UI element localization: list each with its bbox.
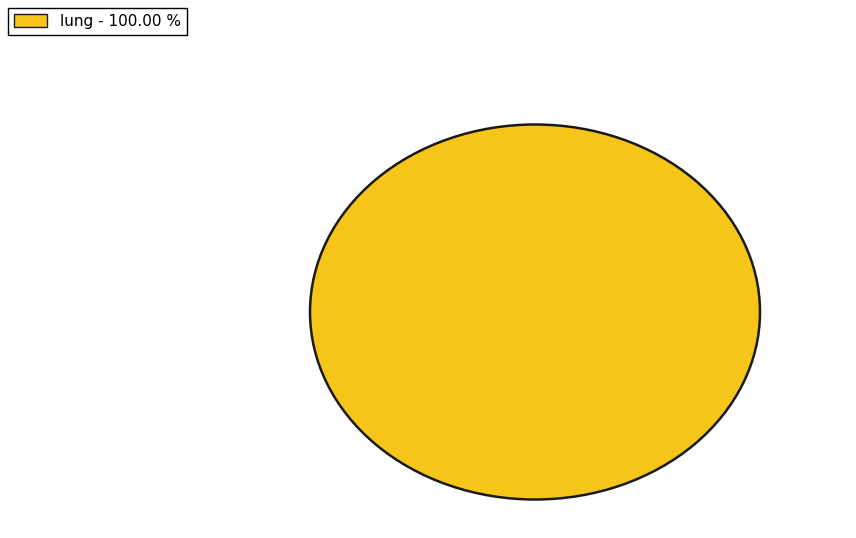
Legend: lung - 100.00 %: lung - 100.00 %	[8, 8, 187, 35]
Ellipse shape	[310, 124, 760, 499]
